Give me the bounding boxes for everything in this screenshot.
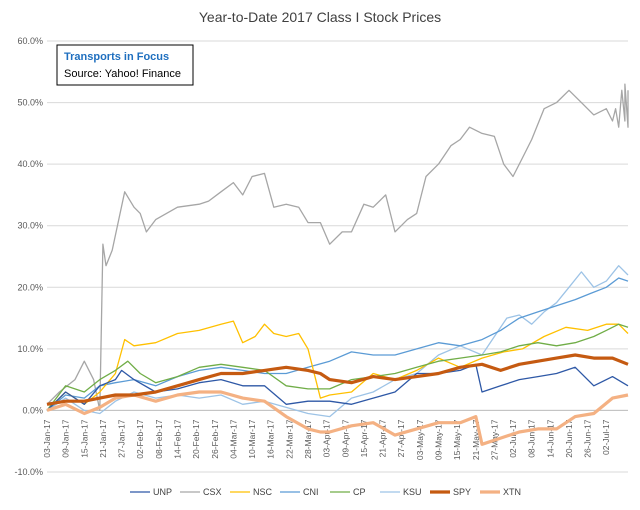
x-tick-label: 14-Feb-17 <box>172 419 182 458</box>
x-tick-label: 16-Mar-17 <box>266 419 276 458</box>
gridlines <box>47 40 628 473</box>
series-lines <box>46 83 629 446</box>
x-tick-label: 20-Feb-17 <box>191 419 201 458</box>
x-tick-label: 21-Jan-17 <box>98 419 108 458</box>
y-tick-label: 10.0% <box>17 344 43 354</box>
y-tick-label: 30.0% <box>17 221 43 231</box>
x-tick-label: 04-Mar-17 <box>228 419 238 458</box>
x-tick-label: 03-May-17 <box>415 419 425 460</box>
series-line-csx <box>46 83 629 412</box>
legend-label-cp: CP <box>353 487 366 497</box>
series-line-xtn <box>46 390 629 446</box>
x-tick-label: 15-Jan-17 <box>79 419 89 458</box>
annotation-box: Transports in Focus Source: Yahoo! Finan… <box>56 44 194 86</box>
series-line-nsc <box>46 320 629 411</box>
x-tick-label: 03-Apr-17 <box>322 419 332 457</box>
x-tick-label: 02-Feb-17 <box>135 419 145 458</box>
x-tick-label: 20-Jun-17 <box>564 419 574 458</box>
x-tick-label: 21-Apr-17 <box>378 419 388 457</box>
x-tick-label: 15-May-17 <box>452 419 462 460</box>
legend-label-cni: CNI <box>303 487 319 497</box>
x-tick-label: 08-Feb-17 <box>154 419 164 458</box>
legend-label-ksu: KSU <box>403 487 422 497</box>
series-line-cp <box>46 323 629 411</box>
x-tick-label: 09-Apr-17 <box>340 419 350 457</box>
x-tick-label: 27-Apr-17 <box>396 419 406 457</box>
annotation-border <box>56 44 194 86</box>
legend-label-xtn: XTN <box>503 487 521 497</box>
x-tick-label: 03-Jan-17 <box>42 419 52 458</box>
x-tick-label: 02-Jun-17 <box>508 419 518 458</box>
series-line-unp <box>46 363 629 411</box>
annotation-title: Transports in Focus <box>64 51 169 63</box>
x-axis-ticks: 03-Jan-17 09-Jan-17 15-Jan-17 21-Jan-17 27-J… <box>42 419 611 460</box>
series-line-cni <box>46 277 629 411</box>
x-tick-label: 27-Jan-17 <box>117 419 127 458</box>
annotation-source: Source: Yahoo! Finance <box>64 68 181 80</box>
x-tick-label: 26-Feb-17 <box>210 419 220 458</box>
y-tick-label: 0.0% <box>22 405 43 415</box>
x-tick-label: 02-Jul-17 <box>601 419 611 455</box>
legend: UNP CSX NSC CNI CP KSU SPY XTN <box>130 487 521 497</box>
y-tick-label: 40.0% <box>17 159 43 169</box>
x-tick-label: 21-May-17 <box>471 419 481 460</box>
x-tick-label: 10-Mar-17 <box>247 419 257 458</box>
x-tick-label: 26-Jun-17 <box>583 419 593 458</box>
y-tick-label: 60.0% <box>17 36 43 46</box>
x-tick-label: 09-May-17 <box>433 419 443 460</box>
x-tick-label: 15-Apr-17 <box>359 419 369 457</box>
y-tick-label: 20.0% <box>17 282 43 292</box>
x-tick-label: 14-Jun-17 <box>545 419 555 458</box>
x-tick-label: 22-Mar-17 <box>284 419 294 458</box>
legend-label-nsc: NSC <box>253 487 273 497</box>
legend-label-unp: UNP <box>153 487 172 497</box>
chart-title: Year-to-Date 2017 Class I Stock Prices <box>199 9 441 25</box>
y-axis-ticks: -10.0% 0.0% 10.0% 20.0% 30.0% 40.0% 50.0% 60.0% <box>14 36 43 477</box>
legend-label-spy: SPY <box>453 487 471 497</box>
legend-label-csx: CSX <box>203 487 222 497</box>
series-line-spy <box>46 353 629 406</box>
y-tick-label: -10.0% <box>14 467 43 477</box>
x-tick-label: 28-Mar-17 <box>303 419 313 458</box>
x-tick-label: 09-Jan-17 <box>61 419 71 458</box>
y-tick-label: 50.0% <box>17 98 43 108</box>
x-tick-label: 08-Jun-17 <box>527 419 537 458</box>
